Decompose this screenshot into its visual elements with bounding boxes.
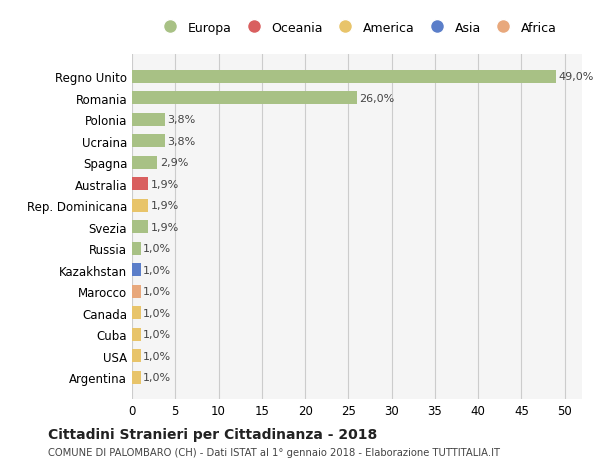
- Bar: [132, 328, 140, 341]
- Text: 1,0%: 1,0%: [143, 351, 172, 361]
- Text: 1,0%: 1,0%: [143, 244, 172, 254]
- Text: 49,0%: 49,0%: [559, 72, 594, 82]
- Bar: [132, 242, 140, 255]
- Bar: [132, 371, 140, 384]
- Bar: [132, 71, 556, 84]
- Text: 1,9%: 1,9%: [151, 201, 179, 211]
- Text: 1,9%: 1,9%: [151, 222, 179, 232]
- Bar: [132, 135, 165, 148]
- Text: 1,0%: 1,0%: [143, 286, 172, 297]
- Bar: [132, 221, 148, 234]
- Bar: [132, 113, 165, 127]
- Text: COMUNE DI PALOMBARO (CH) - Dati ISTAT al 1° gennaio 2018 - Elaborazione TUTTITAL: COMUNE DI PALOMBARO (CH) - Dati ISTAT al…: [48, 447, 500, 457]
- Bar: [132, 199, 148, 212]
- Text: 1,0%: 1,0%: [143, 330, 172, 339]
- Legend: Europa, Oceania, America, Asia, Africa: Europa, Oceania, America, Asia, Africa: [152, 17, 562, 39]
- Bar: [132, 92, 357, 105]
- Text: 1,0%: 1,0%: [143, 308, 172, 318]
- Text: 26,0%: 26,0%: [359, 94, 395, 104]
- Text: 1,0%: 1,0%: [143, 265, 172, 275]
- Text: 1,0%: 1,0%: [143, 372, 172, 382]
- Text: Cittadini Stranieri per Cittadinanza - 2018: Cittadini Stranieri per Cittadinanza - 2…: [48, 427, 377, 441]
- Text: 1,9%: 1,9%: [151, 179, 179, 189]
- Text: 3,8%: 3,8%: [167, 136, 196, 146]
- Bar: [132, 307, 140, 319]
- Text: 3,8%: 3,8%: [167, 115, 196, 125]
- Bar: [132, 263, 140, 276]
- Text: 2,9%: 2,9%: [160, 158, 188, 168]
- Bar: [132, 157, 157, 169]
- Bar: [132, 285, 140, 298]
- Bar: [132, 349, 140, 362]
- Bar: [132, 178, 148, 191]
